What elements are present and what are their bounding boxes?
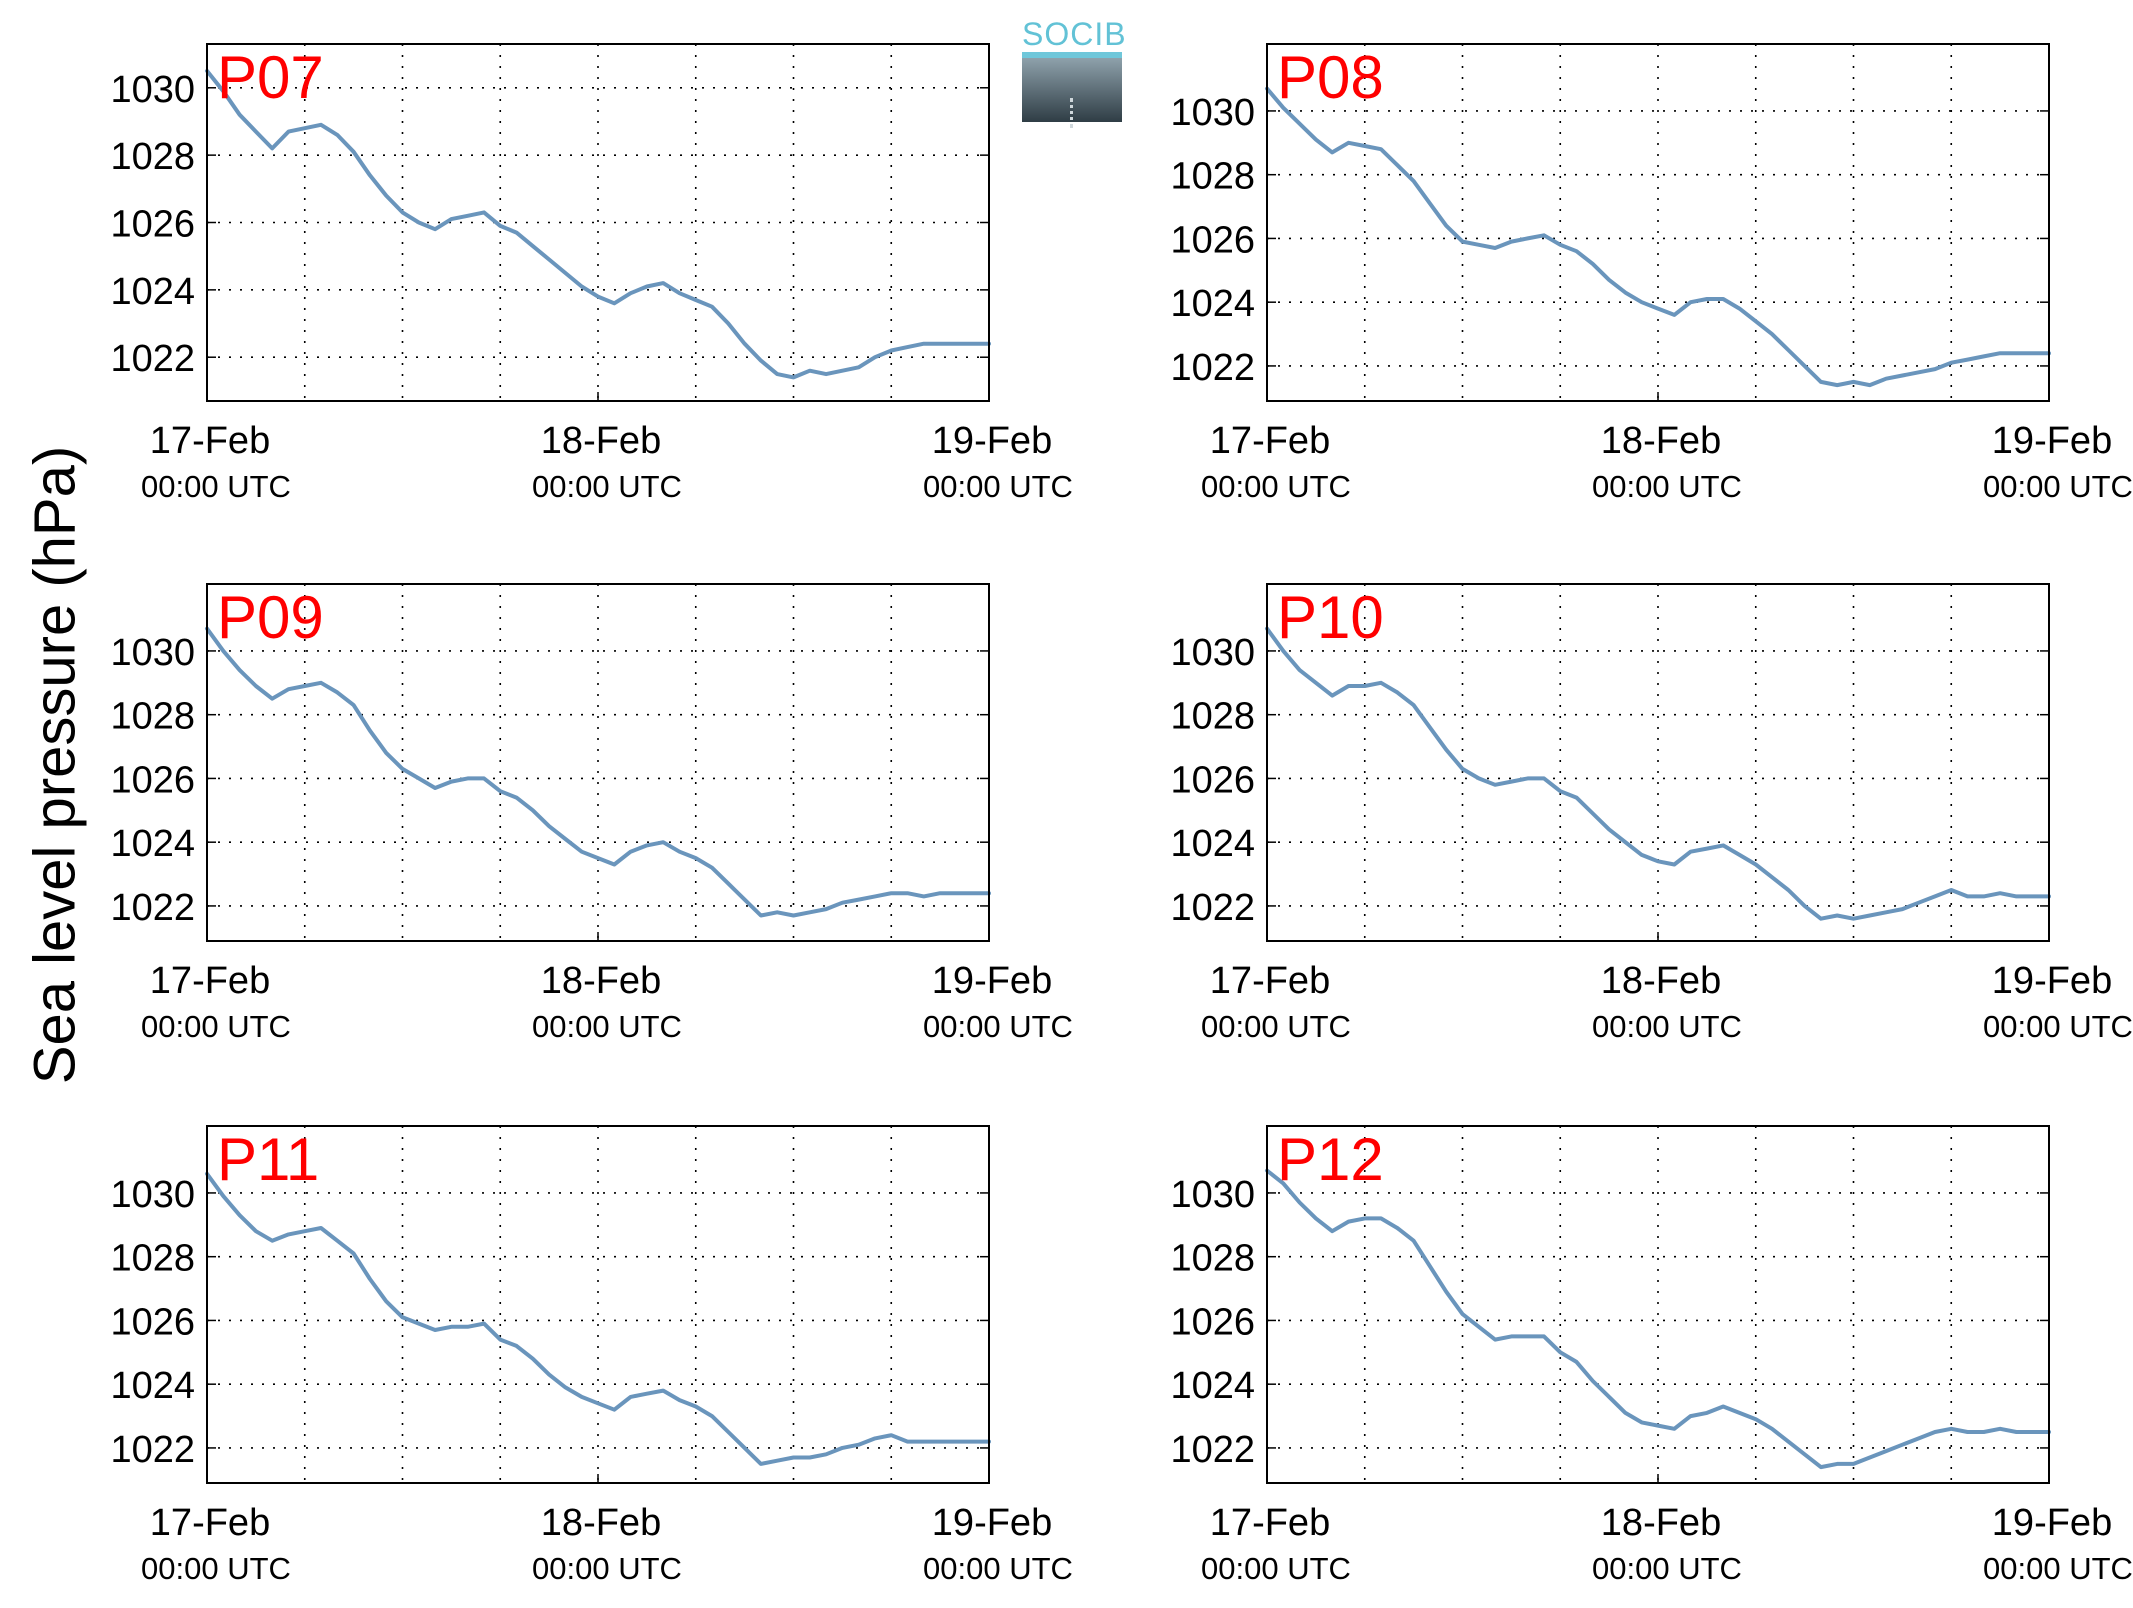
x-tick-label: 18-Feb: [541, 420, 661, 462]
y-tick-label: 1028: [1170, 696, 1255, 738]
x-tick-label: 17-Feb: [1210, 960, 1330, 1002]
x-tick-sublabel: 00:00 UTC: [1201, 1009, 1351, 1044]
x-tick-label: 19-Feb: [932, 960, 1052, 1002]
x-tick-label: 18-Feb: [1601, 1502, 1721, 1544]
y-tick-label: 1030: [110, 632, 195, 674]
axes-frame: [1266, 43, 2050, 402]
x-tick-sublabel: 00:00 UTC: [1983, 1009, 2133, 1044]
panel-p09: 1022 1024 1026 1028 1030 17-Feb 00:00 UTC 18-Fe…: [110, 583, 1073, 1044]
x-tick-label: 19-Feb: [932, 420, 1052, 462]
y-tick-label: 1026: [1170, 219, 1255, 261]
station-label: P12: [1277, 1126, 1384, 1193]
x-tick-sublabel: 00:00 UTC: [532, 1551, 682, 1586]
panel-p07: 1022 1024 1026 1028 1030 17-Feb 00:00 UTC 18-Fe…: [110, 43, 1073, 504]
x-tick-label: 17-Feb: [150, 960, 270, 1002]
axes-frame: [206, 1125, 990, 1484]
x-tick-sublabel: 00:00 UTC: [141, 1551, 291, 1586]
y-tick-label: 1024: [110, 1365, 195, 1407]
y-tick-label: 1030: [110, 1174, 195, 1216]
pressure-series-line: [1265, 86, 2051, 388]
x-tick-label: 17-Feb: [150, 420, 270, 462]
panel-p11: 1022 1024 1026 1028 1030 17-Feb 00:00 UTC 18-Fe…: [110, 1125, 1073, 1586]
y-tick-label: 1024: [110, 271, 195, 313]
y-tick-label: 1026: [110, 1301, 195, 1343]
y-tick-label: 1024: [1170, 1365, 1255, 1407]
pressure-series-line: [205, 1171, 991, 1466]
axes-frame: [1266, 583, 2050, 942]
pressure-series-line: [1265, 1168, 2051, 1470]
x-tick-sublabel: 00:00 UTC: [1592, 469, 1742, 504]
panel-p10: 1022 1024 1026 1028 1030 17-Feb 00:00 UTC 18-Fe…: [1170, 583, 2133, 1044]
x-tick-sublabel: 00:00 UTC: [141, 469, 291, 504]
x-tick-sublabel: 00:00 UTC: [923, 1009, 1073, 1044]
x-tick-label: 19-Feb: [1992, 960, 2112, 1002]
station-label: P11: [217, 1126, 319, 1193]
socib-logo: SOCIB: [1022, 16, 1127, 128]
x-tick-label: 19-Feb: [1992, 420, 2112, 462]
y-tick-label: 1026: [1170, 1301, 1255, 1343]
x-tick-sublabel: 00:00 UTC: [532, 469, 682, 504]
y-tick-label: 1028: [1170, 1238, 1255, 1280]
y-tick-label: 1030: [1170, 92, 1255, 134]
y-tick-label: 1028: [110, 1238, 195, 1280]
station-label: P09: [217, 584, 324, 651]
panel-p08: 1022 1024 1026 1028 1030 17-Feb 00:00 UTC 18-Fe…: [1170, 43, 2133, 504]
y-tick-label: 1022: [110, 338, 195, 380]
panel-p12: 1022 1024 1026 1028 1030 17-Feb 00:00 UTC 18-Fe…: [1170, 1125, 2133, 1586]
y-tick-label: 1024: [110, 823, 195, 865]
y-tick-label: 1026: [110, 759, 195, 801]
axes-frame: [206, 43, 990, 402]
x-tick-label: 17-Feb: [150, 1502, 270, 1544]
y-tick-label: 1028: [110, 136, 195, 178]
station-label: P07: [217, 44, 324, 111]
x-tick-sublabel: 00:00 UTC: [141, 1009, 291, 1044]
y-tick-label: 1030: [110, 69, 195, 111]
station-label: P10: [1277, 584, 1384, 651]
y-tick-label: 1022: [1170, 1429, 1255, 1471]
x-tick-sublabel: 00:00 UTC: [923, 1551, 1073, 1586]
y-tick-label: 1028: [110, 696, 195, 738]
x-tick-label: 17-Feb: [1210, 1502, 1330, 1544]
x-tick-label: 17-Feb: [1210, 420, 1330, 462]
x-tick-sublabel: 00:00 UTC: [1592, 1009, 1742, 1044]
y-tick-label: 1024: [1170, 823, 1255, 865]
y-axis-label: Sea level pressure (hPa): [22, 445, 88, 1085]
y-tick-label: 1030: [1170, 1174, 1255, 1216]
logo-graphic: [1022, 52, 1122, 128]
x-tick-sublabel: 00:00 UTC: [1201, 469, 1351, 504]
station-label: P08: [1277, 44, 1384, 111]
y-tick-label: 1022: [110, 887, 195, 929]
y-tick-label: 1022: [1170, 887, 1255, 929]
y-tick-label: 1030: [1170, 632, 1255, 674]
x-tick-sublabel: 00:00 UTC: [1983, 469, 2133, 504]
x-tick-label: 19-Feb: [932, 1502, 1052, 1544]
y-tick-label: 1022: [110, 1429, 195, 1471]
axes-frame: [1266, 1125, 2050, 1484]
x-tick-label: 18-Feb: [1601, 960, 1721, 1002]
y-tick-label: 1026: [1170, 759, 1255, 801]
x-tick-sublabel: 00:00 UTC: [923, 469, 1073, 504]
x-tick-sublabel: 00:00 UTC: [532, 1009, 682, 1044]
x-tick-label: 19-Feb: [1992, 1502, 2112, 1544]
x-tick-label: 18-Feb: [541, 1502, 661, 1544]
pressure-series-line: [205, 68, 991, 380]
pressure-series-line: [205, 626, 991, 918]
x-tick-label: 18-Feb: [1601, 420, 1721, 462]
pressure-series-line: [1265, 626, 2051, 921]
x-tick-label: 18-Feb: [541, 960, 661, 1002]
x-tick-sublabel: 00:00 UTC: [1592, 1551, 1742, 1586]
logo-text: SOCIB: [1022, 16, 1127, 52]
x-tick-sublabel: 00:00 UTC: [1983, 1551, 2133, 1586]
axes-frame: [206, 583, 990, 942]
y-tick-label: 1024: [1170, 283, 1255, 325]
x-tick-sublabel: 00:00 UTC: [1201, 1551, 1351, 1586]
y-tick-label: 1026: [110, 204, 195, 246]
y-tick-label: 1022: [1170, 347, 1255, 389]
y-tick-label: 1028: [1170, 156, 1255, 198]
